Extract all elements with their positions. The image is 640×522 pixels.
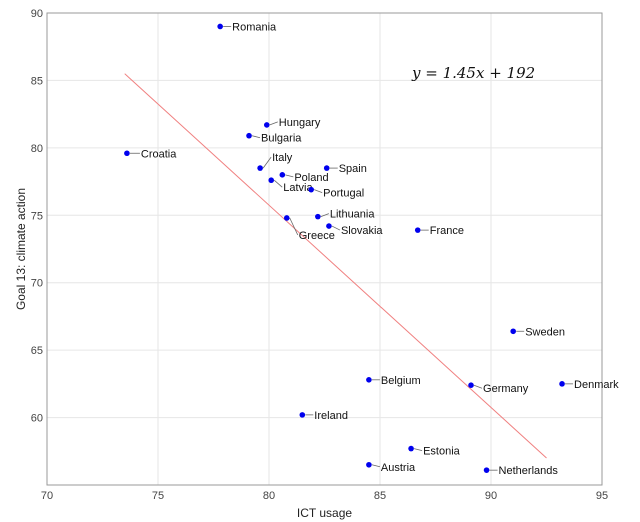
label-leader-poland (285, 174, 294, 178)
point-label-austria: Austria (381, 462, 416, 474)
point-label-slovakia: Slovakia (341, 225, 383, 237)
point-label-germany: Germany (483, 383, 529, 395)
y-tick-label: 70 (31, 278, 43, 290)
data-point-italy (257, 165, 263, 171)
label-leader-germany (473, 384, 483, 389)
point-label-ireland: Ireland (314, 410, 348, 422)
x-tick-label: 90 (485, 490, 497, 502)
label-leader-italy (262, 156, 272, 169)
y-tick-label: 60 (31, 413, 43, 425)
x-tick-label: 85 (374, 490, 386, 502)
x-tick-label: 75 (152, 490, 164, 502)
point-label-bulgaria: Bulgaria (261, 133, 302, 145)
point-label-spain: Spain (339, 163, 367, 175)
point-label-denmark: Denmark (574, 379, 619, 391)
point-label-italy: Italy (272, 152, 293, 164)
label-leader-austria (371, 464, 380, 468)
data-point-bulgaria (246, 132, 252, 139)
y-tick-label: 85 (31, 75, 43, 87)
point-label-hungary: Hungary (279, 117, 321, 129)
point-label-latvia: Latvia (283, 182, 313, 194)
regression-equation: y = 1.45x + 192 (411, 64, 535, 82)
point-label-romania: Romania (232, 21, 277, 33)
y-tick-label: 65 (31, 345, 43, 357)
y-tick-label: 75 (31, 210, 43, 222)
data-point-denmark (559, 381, 565, 387)
point-label-netherlands: Netherlands (499, 465, 559, 477)
data-point-portugal (308, 186, 314, 193)
point-label-sweden: Sweden (525, 326, 565, 338)
x-tick-label: 80 (263, 490, 275, 502)
y-axis-ticks: 60 65 70 75 80 85 90 (31, 8, 43, 425)
point-label-belgium: Belgium (381, 375, 421, 387)
data-point-france (414, 227, 421, 233)
data-point-greece (283, 215, 290, 221)
x-tick-label: 70 (41, 490, 53, 502)
data-points: Romania Hungary Bulgaria Croatia Italy Spain P… (124, 21, 619, 477)
y-tick-label: 90 (31, 8, 43, 20)
data-point-poland (279, 172, 286, 178)
label-leader-latvia (273, 179, 283, 188)
data-point-austria (366, 461, 372, 468)
label-leader-estonia (413, 448, 423, 451)
data-point-latvia (268, 177, 275, 184)
data-point-hungary (263, 122, 270, 128)
data-point-belgium (366, 377, 372, 383)
data-point-slovakia (326, 223, 332, 229)
trend-line (124, 73, 547, 459)
label-leader-slovakia (331, 225, 341, 231)
data-point-croatia (124, 150, 130, 157)
y-tick-label: 80 (31, 143, 43, 155)
data-point-estonia (408, 445, 414, 452)
data-point-lithuania (315, 213, 321, 220)
data-point-ireland (299, 412, 306, 418)
plot-frame (46, 12, 603, 486)
label-leader-bulgaria (251, 135, 261, 139)
point-label-portugal: Portugal (323, 188, 364, 200)
point-label-lithuania: Lithuania (330, 209, 376, 221)
y-axis-label: Goal 13: climate action (14, 188, 28, 310)
point-label-greece: Greece (299, 230, 335, 242)
data-point-germany (468, 382, 474, 389)
point-label-poland: Poland (294, 172, 328, 184)
label-leader-portugal (314, 189, 323, 194)
point-label-france: France (430, 225, 464, 237)
data-point-netherlands (483, 467, 490, 473)
x-axis-ticks: 70 75 80 85 90 95 (41, 490, 608, 502)
point-label-croatia: Croatia (141, 148, 177, 160)
data-point-spain (323, 165, 330, 171)
data-point-sweden (510, 328, 516, 335)
point-label-estonia: Estonia (423, 446, 461, 458)
label-leader-greece (289, 217, 299, 236)
x-tick-label: 95 (596, 490, 608, 502)
label-leader-hungary (269, 121, 278, 126)
data-point-romania (217, 23, 223, 30)
label-leader-lithuania (320, 213, 329, 218)
x-axis-label: ICT usage (297, 506, 352, 520)
